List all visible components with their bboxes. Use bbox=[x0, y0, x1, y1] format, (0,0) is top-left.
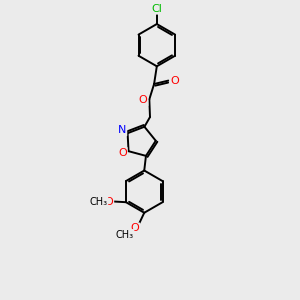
Text: N: N bbox=[118, 125, 126, 136]
Text: O: O bbox=[105, 196, 113, 206]
Text: O: O bbox=[139, 95, 148, 105]
Text: O: O bbox=[170, 76, 179, 85]
Text: CH₃: CH₃ bbox=[90, 196, 108, 206]
Text: O: O bbox=[118, 148, 127, 158]
Text: CH₃: CH₃ bbox=[116, 230, 134, 240]
Text: O: O bbox=[131, 224, 140, 233]
Text: Cl: Cl bbox=[152, 4, 162, 14]
